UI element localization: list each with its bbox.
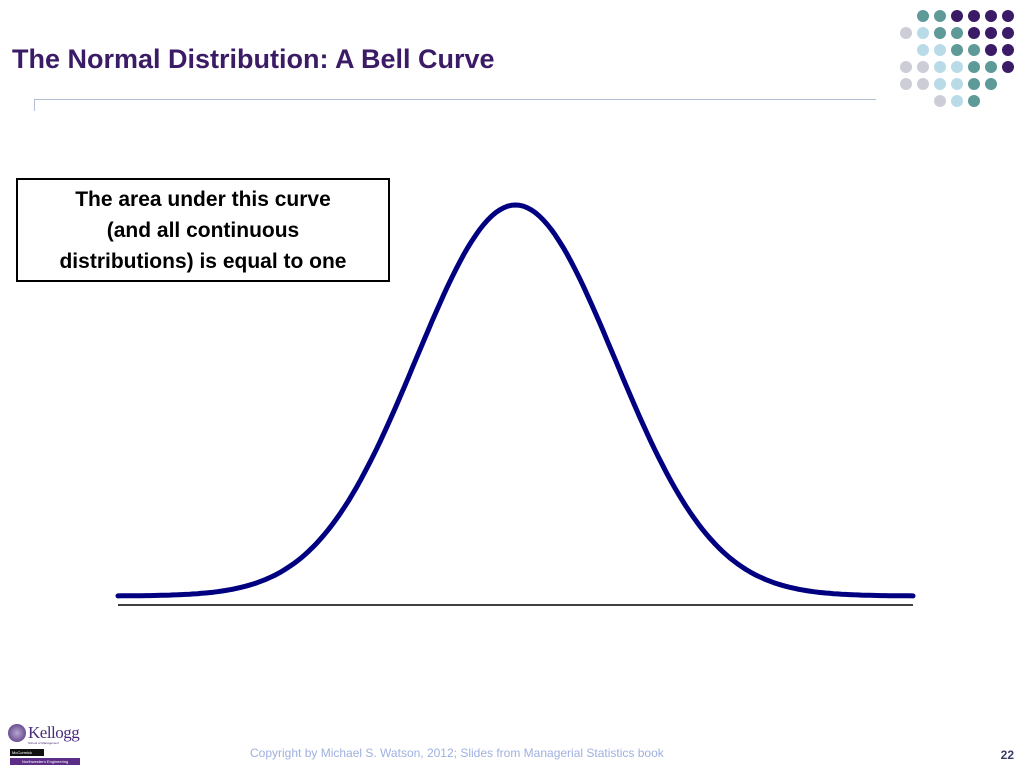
decor-dot bbox=[968, 61, 980, 73]
mccormick-wordmark: McCormick bbox=[10, 749, 44, 756]
decor-dot bbox=[951, 27, 963, 39]
decor-dot bbox=[951, 44, 963, 56]
decorative-dot-grid bbox=[900, 10, 1014, 107]
bell-curve-line bbox=[115, 202, 916, 599]
page-number: 22 bbox=[1000, 748, 1014, 762]
decor-dot bbox=[968, 27, 980, 39]
kellogg-seal-icon bbox=[8, 724, 26, 742]
decor-dot bbox=[917, 44, 929, 56]
decor-dot bbox=[951, 95, 963, 107]
decor-dot bbox=[968, 95, 980, 107]
decor-dot bbox=[1002, 10, 1014, 22]
title-divider-tick bbox=[34, 99, 35, 111]
decor-dot bbox=[934, 78, 946, 90]
decor-dot bbox=[985, 78, 997, 90]
area-callout-text: The area under this curve (and all conti… bbox=[59, 187, 347, 273]
title-divider bbox=[34, 99, 876, 100]
slide-title: The Normal Distribution: A Bell Curve bbox=[12, 44, 495, 74]
decor-dot bbox=[985, 61, 997, 73]
decor-dot bbox=[934, 44, 946, 56]
kellogg-subtitle: School of Management bbox=[28, 741, 59, 745]
northwestern-engineering-wordmark: Northwestern Engineering bbox=[10, 758, 80, 765]
decor-dot bbox=[985, 10, 997, 22]
decor-dot bbox=[917, 27, 929, 39]
decor-dot bbox=[934, 95, 946, 107]
decor-dot bbox=[934, 27, 946, 39]
decor-dot bbox=[934, 10, 946, 22]
decor-dot bbox=[951, 10, 963, 22]
decor-dot bbox=[900, 78, 912, 90]
decor-dot bbox=[900, 61, 912, 73]
decor-dot bbox=[917, 61, 929, 73]
decor-dot bbox=[917, 78, 929, 90]
decor-dot bbox=[1002, 61, 1014, 73]
kellogg-logo-row: Kellogg bbox=[8, 722, 80, 744]
decor-dot bbox=[968, 78, 980, 90]
decor-dot bbox=[985, 27, 997, 39]
kellogg-mccormick-logo: Kellogg School of Management McCormick N… bbox=[8, 722, 80, 766]
decor-dot bbox=[985, 44, 997, 56]
decor-dot bbox=[900, 27, 912, 39]
kellogg-wordmark: Kellogg bbox=[28, 723, 80, 742]
decor-dot bbox=[951, 78, 963, 90]
area-callout-box: The area under this curve (and all conti… bbox=[16, 178, 390, 282]
decor-dot bbox=[917, 10, 929, 22]
decor-dot bbox=[1002, 27, 1014, 39]
decor-dot bbox=[1002, 44, 1014, 56]
decor-dot bbox=[968, 44, 980, 56]
decor-dot bbox=[968, 10, 980, 22]
decor-dot bbox=[951, 61, 963, 73]
footer-copyright: Copyright by Michael S. Watson, 2012; Sl… bbox=[250, 746, 664, 760]
decor-dot bbox=[934, 61, 946, 73]
